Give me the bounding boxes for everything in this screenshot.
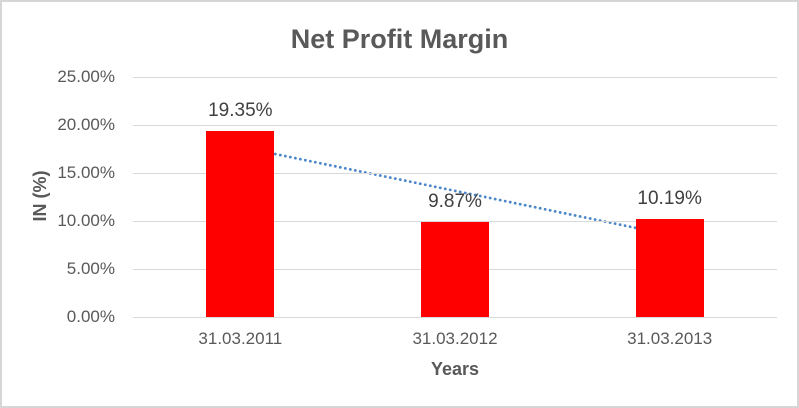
y-tick-label: 25.00% [57, 67, 115, 86]
gridline [133, 221, 777, 222]
bar [635, 219, 704, 317]
x-axis-title: Years [430, 359, 480, 379]
bar [206, 131, 275, 317]
y-axis-title: IN (%) [30, 170, 50, 222]
data-label: 9.87% [428, 191, 482, 213]
gridline [133, 317, 777, 318]
gridline [133, 125, 777, 126]
gridline [133, 173, 777, 174]
chart-title: Net Profit Margin [290, 24, 509, 54]
x-tick-label: 31.03.2012 [412, 329, 498, 348]
data-label: 10.19% [637, 188, 702, 210]
y-tick-label: 0.00% [66, 307, 115, 326]
x-tick-label: 31.03.2013 [627, 329, 713, 348]
y-tick-label: 5.00% [66, 259, 115, 278]
bar [421, 222, 489, 317]
y-tick-label: 15.00% [57, 163, 115, 182]
data-label: 19.35% [208, 100, 273, 122]
y-tick-label: 20.00% [57, 115, 115, 134]
gridline [133, 77, 777, 78]
x-tick-label: 31.03.2011 [198, 329, 283, 348]
y-tick-label: 10.00% [57, 211, 115, 230]
